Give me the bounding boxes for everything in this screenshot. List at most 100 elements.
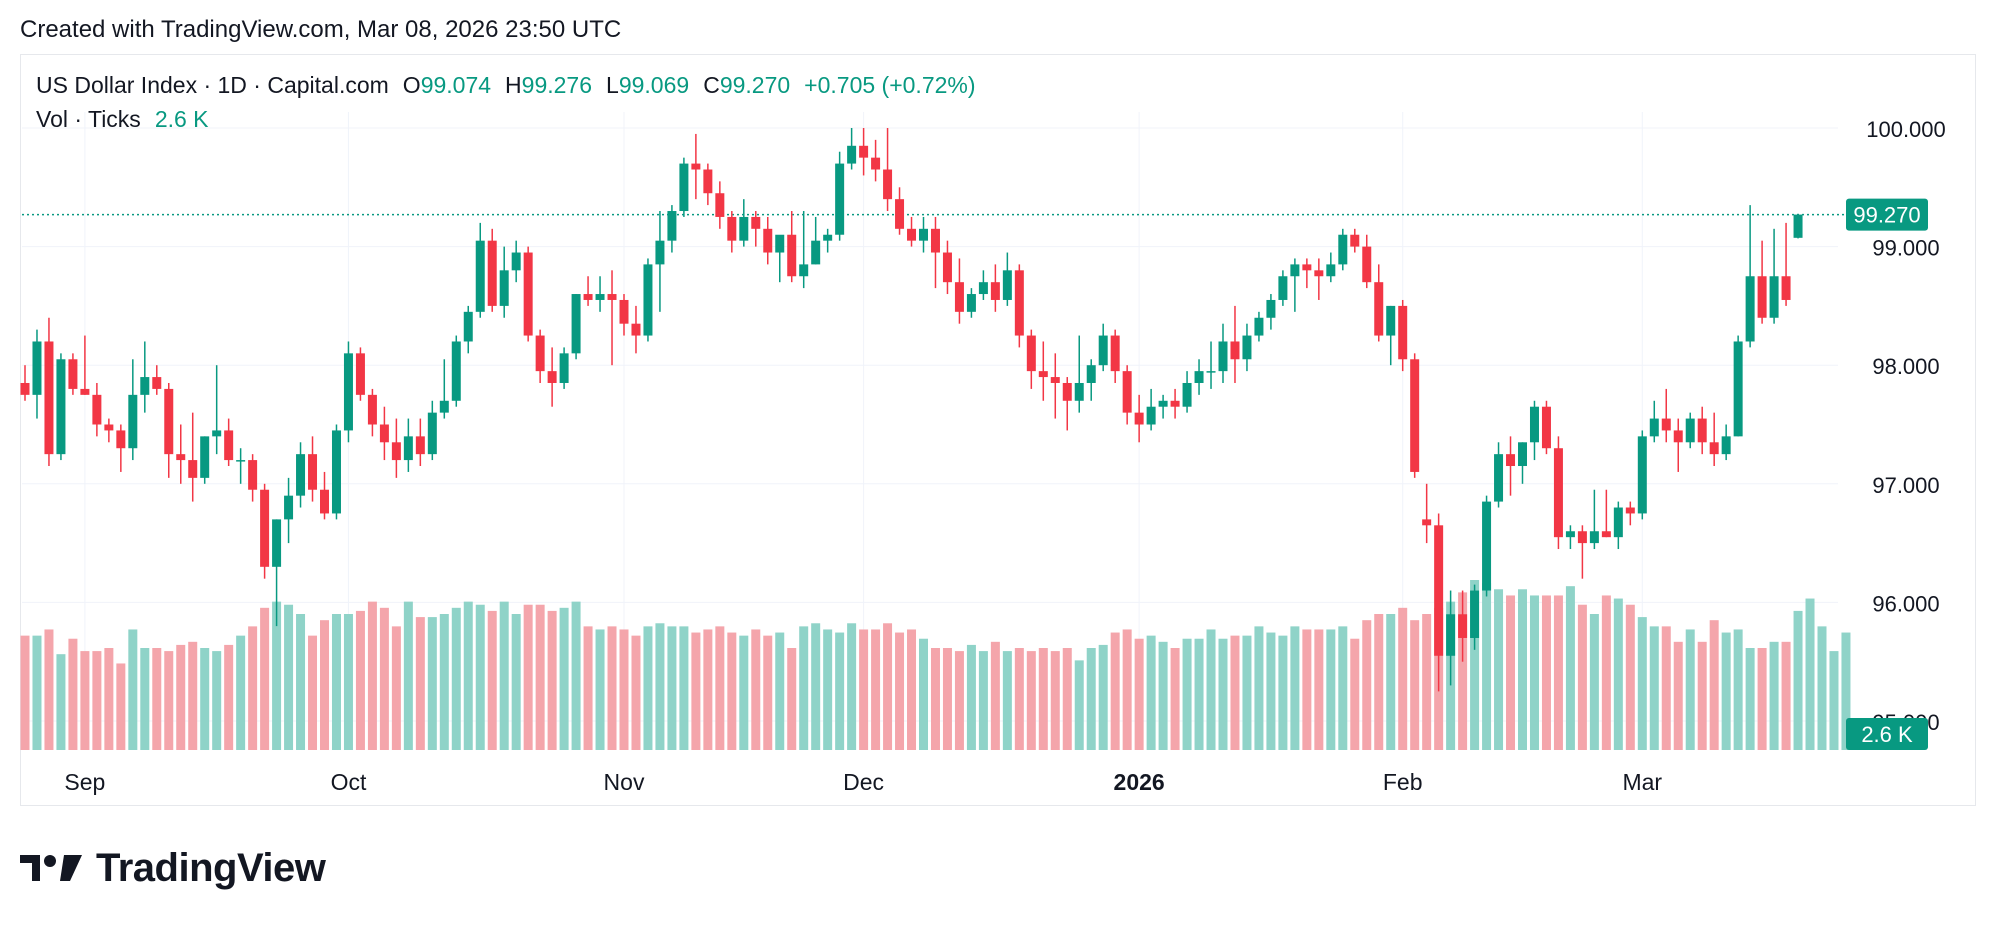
candle-body (1230, 341, 1240, 360)
volume-bar (1314, 629, 1324, 750)
volume-bar (1206, 629, 1216, 750)
volume-bar (559, 607, 569, 750)
volume-bar (212, 651, 222, 750)
candle-body (1302, 264, 1312, 271)
candle-body (1014, 270, 1024, 336)
volume-bar (631, 635, 641, 750)
candle-body (607, 294, 617, 300)
volume-bar (1805, 598, 1815, 750)
candle-body (1002, 270, 1012, 300)
volume-bar (859, 629, 869, 750)
volume-bar (152, 648, 162, 750)
candle-body (439, 400, 449, 413)
candle-body (367, 394, 377, 425)
x-tick-label: Nov (604, 769, 645, 795)
volume-bar (1218, 638, 1228, 750)
close-value: 99.270 (719, 72, 791, 98)
volume-bar (1386, 614, 1396, 750)
candle-body (32, 341, 42, 395)
volume-bar (1362, 620, 1372, 750)
volume-bar (320, 620, 329, 750)
volume-bar (499, 601, 509, 750)
candle-body (1565, 531, 1575, 538)
volume-bar (1398, 607, 1408, 750)
x-tick-label: Feb (1383, 769, 1423, 795)
candle-body (1577, 531, 1587, 544)
volume-bar (595, 629, 605, 750)
candle-body (715, 193, 725, 217)
volume-bar (1769, 641, 1779, 750)
volume-bar (727, 632, 737, 750)
volume-bar (1158, 641, 1168, 750)
ohlc-legend: US Dollar Index · 1D · Capital.com O99.07… (36, 72, 976, 99)
volume-bar (44, 629, 54, 750)
candle-body (978, 282, 988, 295)
volume-bar (1685, 629, 1695, 750)
candle-body (308, 454, 318, 490)
candle-body (92, 394, 102, 425)
volume-bar (1134, 638, 1144, 750)
volume-bar (68, 638, 78, 750)
x-tick-label: Mar (1622, 769, 1662, 795)
candle-body (1122, 371, 1132, 413)
candle-body (20, 382, 30, 395)
volume-bar (1410, 620, 1420, 750)
volume-bar (463, 601, 473, 750)
candle-body (1458, 614, 1468, 638)
volume-bar (1170, 648, 1180, 750)
volume-bar (1697, 641, 1707, 750)
volume-bar (1841, 632, 1851, 750)
volume-bar (1242, 635, 1252, 750)
candle-body (1026, 335, 1036, 372)
volume-bar (1661, 626, 1671, 750)
candle-body (799, 264, 809, 277)
tradingview-brand[interactable]: TradingView (96, 846, 326, 890)
volume-bar (619, 629, 629, 750)
chart-frame (20, 54, 1976, 806)
volume-bar (871, 629, 881, 750)
x-tick-label: Sep (64, 769, 105, 795)
volume-bar (1613, 598, 1623, 750)
volume-bar (367, 601, 377, 750)
candle-body (1685, 418, 1695, 443)
volume-bar (1050, 651, 1060, 750)
volume-bar (990, 641, 1000, 750)
volume-bar (1146, 635, 1156, 750)
candle-body (751, 216, 761, 229)
candle-body (1398, 305, 1408, 360)
candle-body (331, 430, 341, 514)
volume-bar (643, 626, 653, 750)
candle-body (1086, 365, 1096, 383)
candle-body (1170, 400, 1180, 407)
candle-body (559, 353, 569, 383)
candle-body (954, 282, 964, 312)
high-value: 99.276 (521, 72, 593, 98)
volume-bar (1553, 595, 1563, 750)
symbol-label[interactable]: US Dollar Index · 1D · Capital.com (36, 72, 389, 98)
volume-bar (679, 626, 689, 750)
candle-body (1494, 454, 1504, 502)
candle-body (379, 424, 389, 443)
volume-bar (272, 601, 282, 750)
volume-bar (1254, 626, 1264, 750)
volume-bar (1541, 595, 1551, 750)
candle-body (1697, 418, 1707, 443)
volume-bar (1589, 614, 1599, 750)
candle-body (164, 388, 174, 455)
volume-bar (655, 623, 665, 750)
candle-body (1374, 282, 1384, 336)
price-badges: 99.270 2.6 K (1846, 198, 1928, 750)
candle-body (1218, 341, 1228, 372)
candle-body (320, 489, 329, 514)
volume-bar (176, 644, 186, 750)
volume-bar (1350, 638, 1360, 750)
candle-body (1074, 382, 1084, 401)
volume-bar (1625, 604, 1635, 750)
candle-body (859, 145, 869, 158)
candle-body (1158, 400, 1168, 407)
candlesticks (20, 128, 1803, 692)
candle-body (1290, 264, 1300, 277)
candle-body (1709, 442, 1719, 455)
candle-body (200, 436, 210, 478)
